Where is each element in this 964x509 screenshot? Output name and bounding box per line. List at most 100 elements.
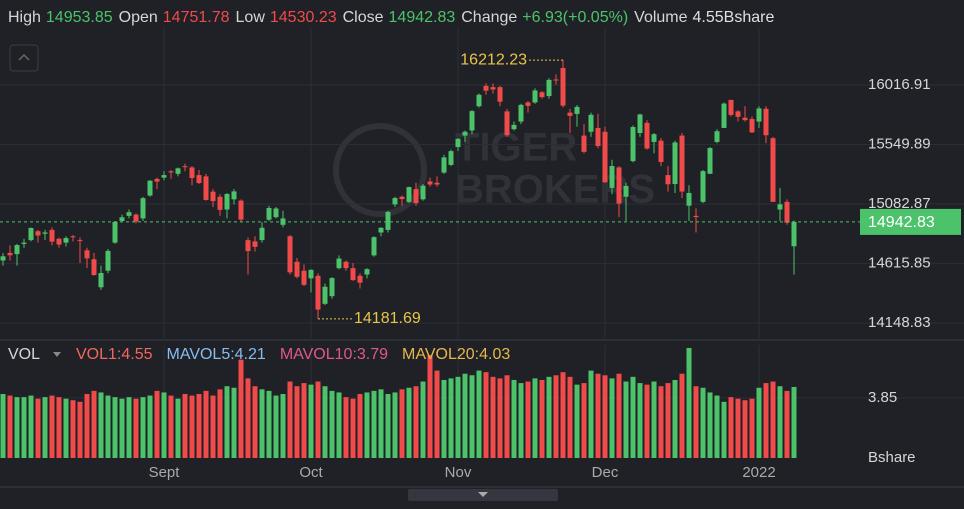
y-tick-label: 14148.83 <box>868 314 931 331</box>
volume-bar <box>721 401 727 458</box>
volume-bar <box>504 375 510 458</box>
volume-bar <box>224 386 230 458</box>
candle-body <box>196 175 202 183</box>
volume-bar <box>406 387 412 458</box>
candle-body <box>147 180 153 196</box>
candle-body <box>441 157 447 173</box>
volume-bar <box>119 398 125 458</box>
candle-body <box>28 227 34 241</box>
header-value: 14751.78 <box>163 9 230 26</box>
candle-body <box>420 185 426 200</box>
header-label: High <box>8 9 41 26</box>
volume-bar <box>623 381 629 458</box>
candle-body <box>350 268 356 281</box>
candle-body <box>532 90 538 103</box>
volume-bar <box>763 383 769 458</box>
volume-bar <box>385 394 391 458</box>
candle-body <box>343 261 349 269</box>
volume-bar <box>595 373 601 458</box>
volume-bar <box>651 381 657 458</box>
y-tick-label: 15549.89 <box>868 135 931 152</box>
candle-body <box>658 140 664 162</box>
candle-body <box>364 269 370 275</box>
header-value: 14942.83 <box>389 9 456 26</box>
volume-bar <box>749 398 755 458</box>
volume-bar <box>413 386 419 458</box>
volume-bar <box>308 384 314 458</box>
volume-bar <box>21 397 27 458</box>
candle-body <box>448 151 454 165</box>
candle-body <box>0 256 6 261</box>
candle-body <box>525 102 531 106</box>
vol-dropdown-icon[interactable] <box>53 352 61 357</box>
volume-bar <box>287 381 293 458</box>
candle-body <box>168 171 174 173</box>
candle-body <box>735 111 741 117</box>
candle-body <box>539 92 545 98</box>
volume-bar <box>56 397 62 458</box>
y-tick-label: 14615.85 <box>868 255 931 272</box>
collapse-button[interactable] <box>9 44 39 72</box>
volume-bar <box>217 389 223 458</box>
header-label: Low <box>236 9 266 26</box>
candle-body <box>427 181 433 185</box>
volume-bar <box>434 370 440 458</box>
candle-body <box>133 214 139 222</box>
volume-legend: VOL1:4.55 <box>76 346 153 363</box>
y-tick-label: 16016.91 <box>868 76 931 93</box>
header-label: Volume <box>634 9 687 26</box>
header-label: Change <box>461 9 517 26</box>
volume-bar <box>231 387 237 458</box>
volume-bar <box>154 390 160 458</box>
candle-body <box>210 191 216 202</box>
candle-body <box>791 221 797 247</box>
candle-body <box>161 175 167 178</box>
candle-body <box>203 176 209 200</box>
candle-body <box>70 236 76 238</box>
last-price-label: 14942.83 <box>868 214 935 231</box>
candle-body <box>231 191 237 200</box>
candle-body <box>154 178 160 182</box>
volume-bar <box>350 398 356 458</box>
volume-bar <box>686 347 692 458</box>
volume-bar <box>371 390 377 458</box>
candle-body <box>266 207 272 220</box>
volume-bar <box>329 390 335 458</box>
volume-bar <box>665 383 671 458</box>
candle-body <box>693 215 699 218</box>
candle-body <box>140 198 146 219</box>
candle-body <box>581 135 587 152</box>
candle-body <box>329 278 335 297</box>
candle-body <box>259 227 265 241</box>
volume-bar <box>644 384 650 458</box>
volume-bar <box>714 395 720 458</box>
volume-bar <box>539 379 545 458</box>
candle-body <box>784 201 790 223</box>
candle-body <box>14 245 20 255</box>
volume-bar <box>518 383 524 458</box>
candle-body <box>721 103 727 128</box>
candle-body <box>651 134 657 142</box>
volume-bar <box>476 370 482 458</box>
volume-bar <box>210 395 216 458</box>
candle-body <box>287 236 293 273</box>
volume-bar <box>742 400 748 458</box>
candle-body <box>679 135 685 192</box>
candle-body <box>49 229 55 242</box>
volume-bar <box>189 395 195 458</box>
candle-body <box>728 99 734 115</box>
volume-bar <box>14 397 20 458</box>
candle-body <box>42 232 48 234</box>
volume-bar <box>399 389 405 458</box>
x-tick-label: Nov <box>445 464 472 481</box>
volume-bar <box>427 354 433 458</box>
candle-body <box>462 131 468 136</box>
candle-body <box>224 193 230 210</box>
candle-body <box>763 108 769 136</box>
volume-bar <box>84 394 90 458</box>
candle-body <box>714 131 720 142</box>
candle-body <box>273 208 279 218</box>
candle-body <box>567 112 573 116</box>
candle-body <box>322 286 328 304</box>
